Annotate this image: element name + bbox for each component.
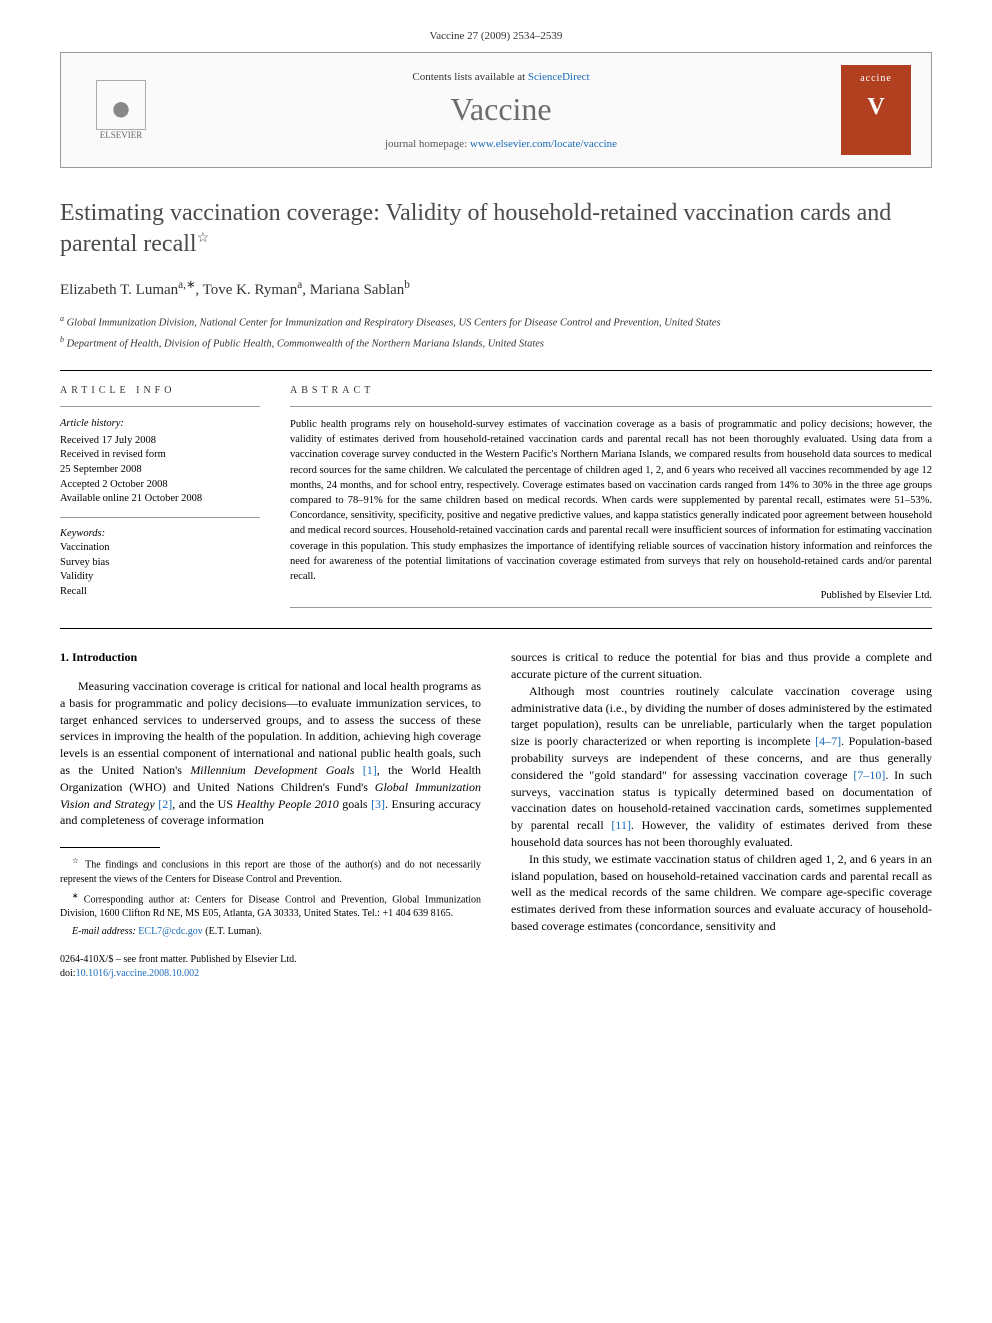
email-label: E-mail address: [72, 926, 136, 937]
revised-label: Received in revised form [60, 448, 260, 463]
sciencedirect-link[interactable]: ScienceDirect [528, 71, 590, 83]
email-link[interactable]: ECL7@cdc.gov [138, 926, 202, 937]
intro-paragraph-1-cont: sources is critical to reduce the potent… [511, 649, 932, 683]
info-abstract-row: ARTICLE INFO Article history: Received 1… [60, 385, 932, 608]
contents-label: Contents lists available at [412, 71, 527, 83]
doi-link[interactable]: 10.1016/j.vaccine.2008.10.002 [76, 968, 200, 979]
abstract-text: Public health programs rely on household… [290, 417, 932, 584]
ref-link-11[interactable]: [11] [611, 818, 631, 832]
intro-paragraph-3: In this study, we estimate vaccination s… [511, 851, 932, 935]
text-run: , and the US [172, 797, 236, 811]
italic-term: Millennium Development Goals [190, 763, 354, 777]
footnote-text: Corresponding author at: Centers for Dis… [60, 894, 481, 919]
authors-line: Elizabeth T. Lumana,∗, Tove K. Rymana, M… [60, 278, 932, 299]
author-1-affil: a,∗ [178, 279, 195, 291]
title-footnote-marker: ☆ [197, 231, 210, 246]
ref-link-3[interactable]: [3] [371, 797, 385, 811]
footnote-marker: ∗ [72, 891, 78, 900]
author-3: Mariana Sablan [310, 282, 405, 298]
section-1-heading: 1. Introduction [60, 649, 481, 666]
accepted-date: Accepted 2 October 2008 [60, 478, 260, 493]
keywords-block: Keywords: Vaccination Survey bias Validi… [60, 528, 260, 600]
elsevier-tree-icon [96, 80, 146, 130]
keywords-heading: Keywords: [60, 528, 260, 539]
author-2-affil: a [297, 279, 302, 291]
text-run: goals [339, 797, 371, 811]
history-heading: Article history: [60, 417, 260, 432]
publisher-logo: ELSEVIER [81, 70, 161, 150]
homepage-link[interactable]: www.elsevier.com/locate/vaccine [470, 138, 617, 150]
keyword-item: Validity [60, 570, 260, 585]
author-1: Elizabeth T. Luman [60, 282, 178, 298]
abstract-block: ABSTRACT Public health programs rely on … [290, 385, 932, 608]
footnote-marker: ☆ [72, 856, 81, 865]
keyword-item: Survey bias [60, 556, 260, 571]
cover-label: accine [860, 73, 892, 84]
body-columns: 1. Introduction Measuring vaccination co… [60, 649, 932, 981]
header-center: Contents lists available at ScienceDirec… [161, 71, 841, 150]
affiliation-a-text: Global Immunization Division, National C… [67, 318, 721, 329]
copyright-line: 0264-410X/$ – see front matter. Publishe… [60, 953, 481, 967]
affiliation-a: a Global Immunization Division, National… [60, 313, 932, 331]
article-info-block: ARTICLE INFO Article history: Received 1… [60, 385, 260, 608]
footnote-corresponding: ∗ Corresponding author at: Centers for D… [60, 891, 481, 921]
section-divider [60, 370, 932, 371]
footnote-star: ☆ The findings and conclusions in this r… [60, 856, 481, 886]
abstract-heading: ABSTRACT [290, 385, 932, 396]
article-history: Article history: Received 17 July 2008 R… [60, 406, 260, 518]
contents-line: Contents lists available at ScienceDirec… [161, 71, 841, 83]
footnote-separator [60, 847, 160, 848]
ref-link-1[interactable]: [1] [363, 763, 377, 777]
article-title: Estimating vaccination coverage: Validit… [60, 198, 932, 260]
doi-label: doi: [60, 968, 76, 979]
author-3-affil: b [404, 279, 410, 291]
body-column-right: sources is critical to reduce the potent… [511, 649, 932, 981]
ref-link-7-10[interactable]: [7–10] [853, 768, 885, 782]
affiliation-b-text: Department of Health, Division of Public… [67, 338, 544, 349]
doi-line: doi:10.1016/j.vaccine.2008.10.002 [60, 967, 481, 981]
section-divider [60, 628, 932, 629]
homepage-label: journal homepage: [385, 138, 470, 150]
journal-cover-thumb: accine V [841, 65, 911, 155]
footnote-text: The findings and conclusions in this rep… [60, 860, 481, 885]
journal-reference: Vaccine 27 (2009) 2534–2539 [60, 30, 932, 42]
homepage-line: journal homepage: www.elsevier.com/locat… [161, 138, 841, 150]
keyword-item: Recall [60, 585, 260, 600]
intro-paragraph-1: Measuring vaccination coverage is critic… [60, 678, 481, 829]
published-by: Published by Elsevier Ltd. [290, 590, 932, 601]
publisher-name: ELSEVIER [100, 130, 143, 140]
available-date: Available online 21 October 2008 [60, 492, 260, 507]
title-text: Estimating vaccination coverage: Validit… [60, 200, 891, 257]
journal-name: Vaccine [161, 91, 841, 128]
article-info-heading: ARTICLE INFO [60, 385, 260, 396]
email-suffix: (E.T. Luman). [205, 926, 261, 937]
copyright-block: 0264-410X/$ – see front matter. Publishe… [60, 953, 481, 981]
affiliation-b: b Department of Health, Division of Publ… [60, 334, 932, 352]
footnote-email: E-mail address: ECL7@cdc.gov (E.T. Luman… [60, 925, 481, 939]
ref-link-4-7[interactable]: [4–7] [815, 734, 841, 748]
received-date: Received 17 July 2008 [60, 434, 260, 449]
cover-v-icon: V [867, 94, 884, 121]
italic-term: Healthy People 2010 [236, 797, 338, 811]
body-column-left: 1. Introduction Measuring vaccination co… [60, 649, 481, 981]
ref-link-2[interactable]: [2] [158, 797, 172, 811]
revised-date: 25 September 2008 [60, 463, 260, 478]
journal-header: ELSEVIER Contents lists available at Sci… [60, 52, 932, 168]
intro-paragraph-2: Although most countries routinely calcul… [511, 683, 932, 851]
author-2: Tove K. Ryman [203, 282, 298, 298]
keyword-item: Vaccination [60, 541, 260, 556]
keywords-list: Vaccination Survey bias Validity Recall [60, 541, 260, 600]
